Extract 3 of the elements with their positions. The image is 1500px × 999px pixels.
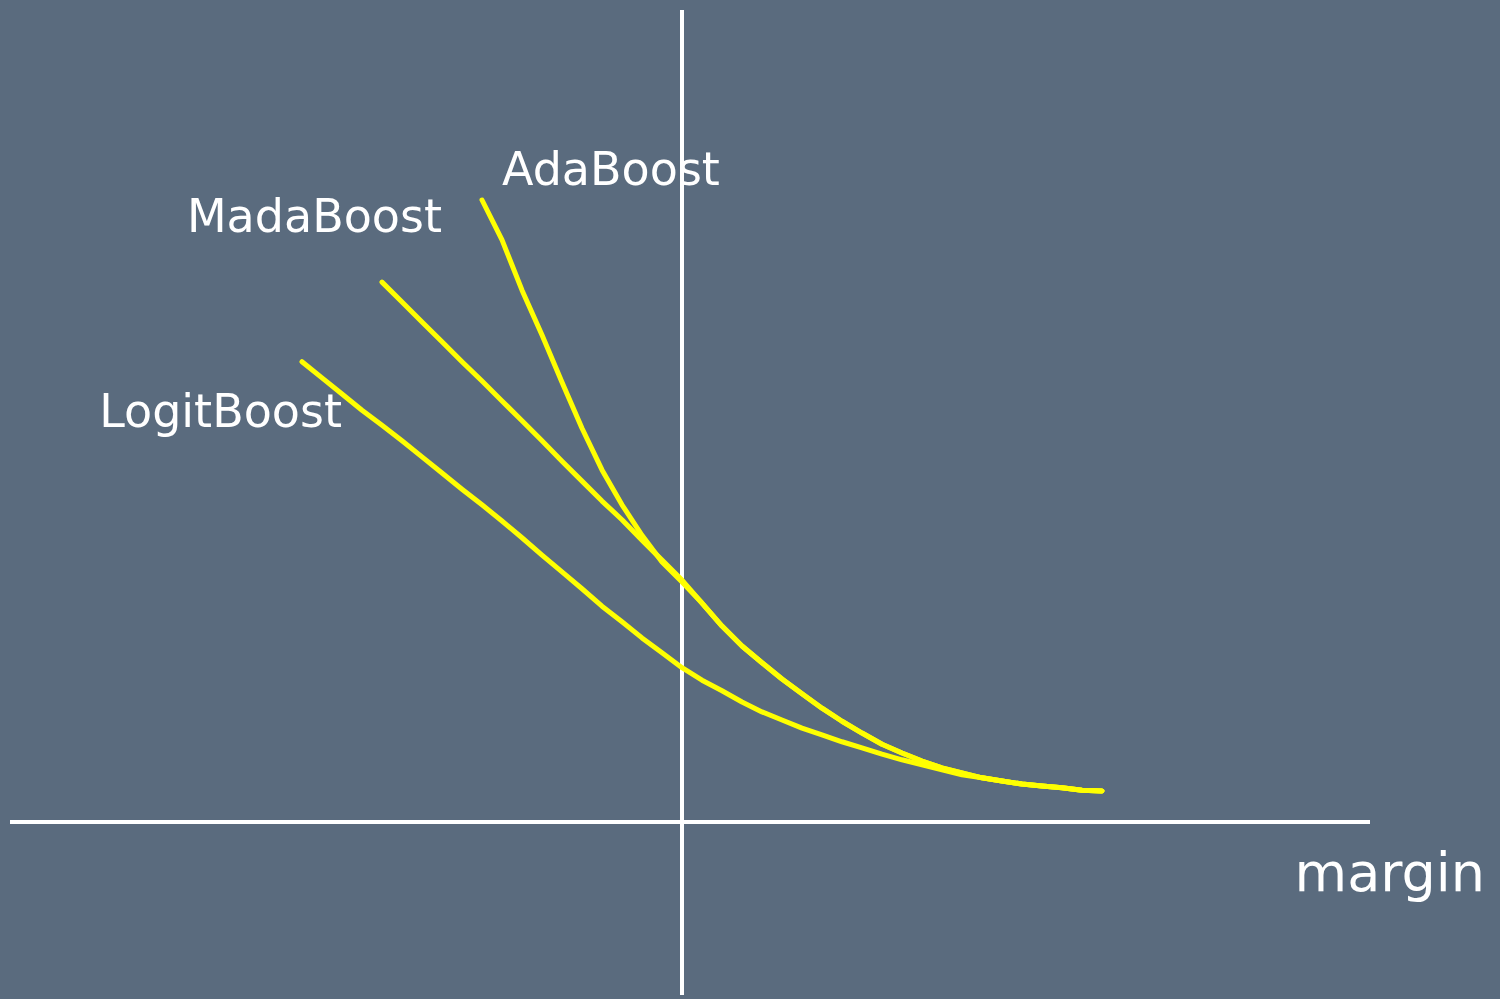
- x-axis-title: margin: [1294, 841, 1485, 904]
- series-label: LogitBoost: [99, 383, 342, 438]
- series-label: MadaBoost: [186, 189, 442, 244]
